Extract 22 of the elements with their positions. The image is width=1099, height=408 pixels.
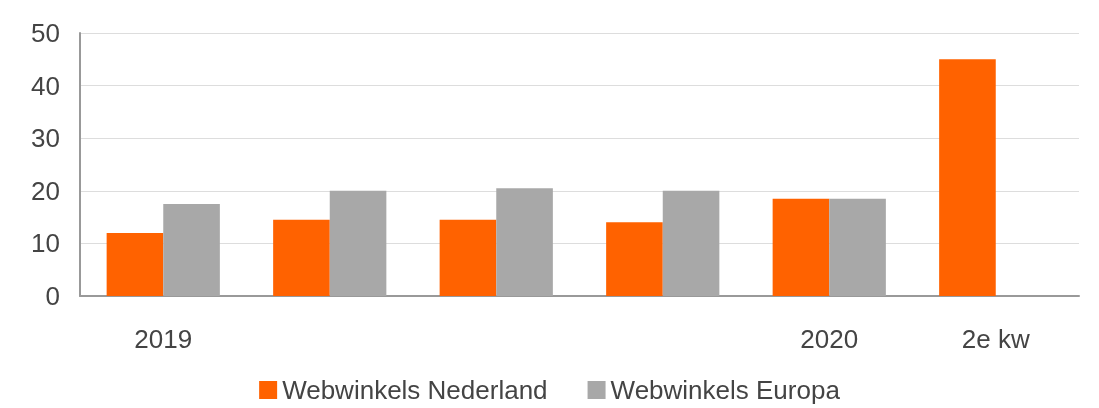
- bar: [273, 219, 330, 296]
- y-tick-label: 20: [31, 175, 60, 206]
- bar: [496, 188, 553, 296]
- bar: [329, 190, 387, 296]
- x-tick-label: 2019: [134, 324, 193, 354]
- legend-label: Webwinkels Europa: [610, 375, 841, 405]
- bar: [939, 59, 996, 296]
- y-tick-label: 50: [31, 18, 60, 48]
- bar: [662, 190, 720, 296]
- y-tick-label: 0: [45, 281, 60, 311]
- bar: [606, 222, 663, 296]
- x-tick-label: 2020: [800, 324, 859, 354]
- bar: [106, 232, 164, 296]
- bar: [163, 203, 220, 296]
- bar: [772, 198, 830, 296]
- y-tick-label: 40: [31, 70, 60, 101]
- bar: [829, 198, 886, 296]
- bar: [439, 219, 497, 296]
- x-tick-label: 2e kw: [961, 324, 1030, 354]
- y-tick-label: 10: [31, 228, 60, 259]
- y-tick-label: 30: [31, 123, 60, 154]
- legend-label: Webwinkels Nederland: [282, 375, 548, 405]
